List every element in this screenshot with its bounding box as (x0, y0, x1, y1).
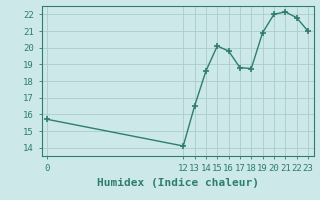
X-axis label: Humidex (Indice chaleur): Humidex (Indice chaleur) (97, 178, 259, 188)
